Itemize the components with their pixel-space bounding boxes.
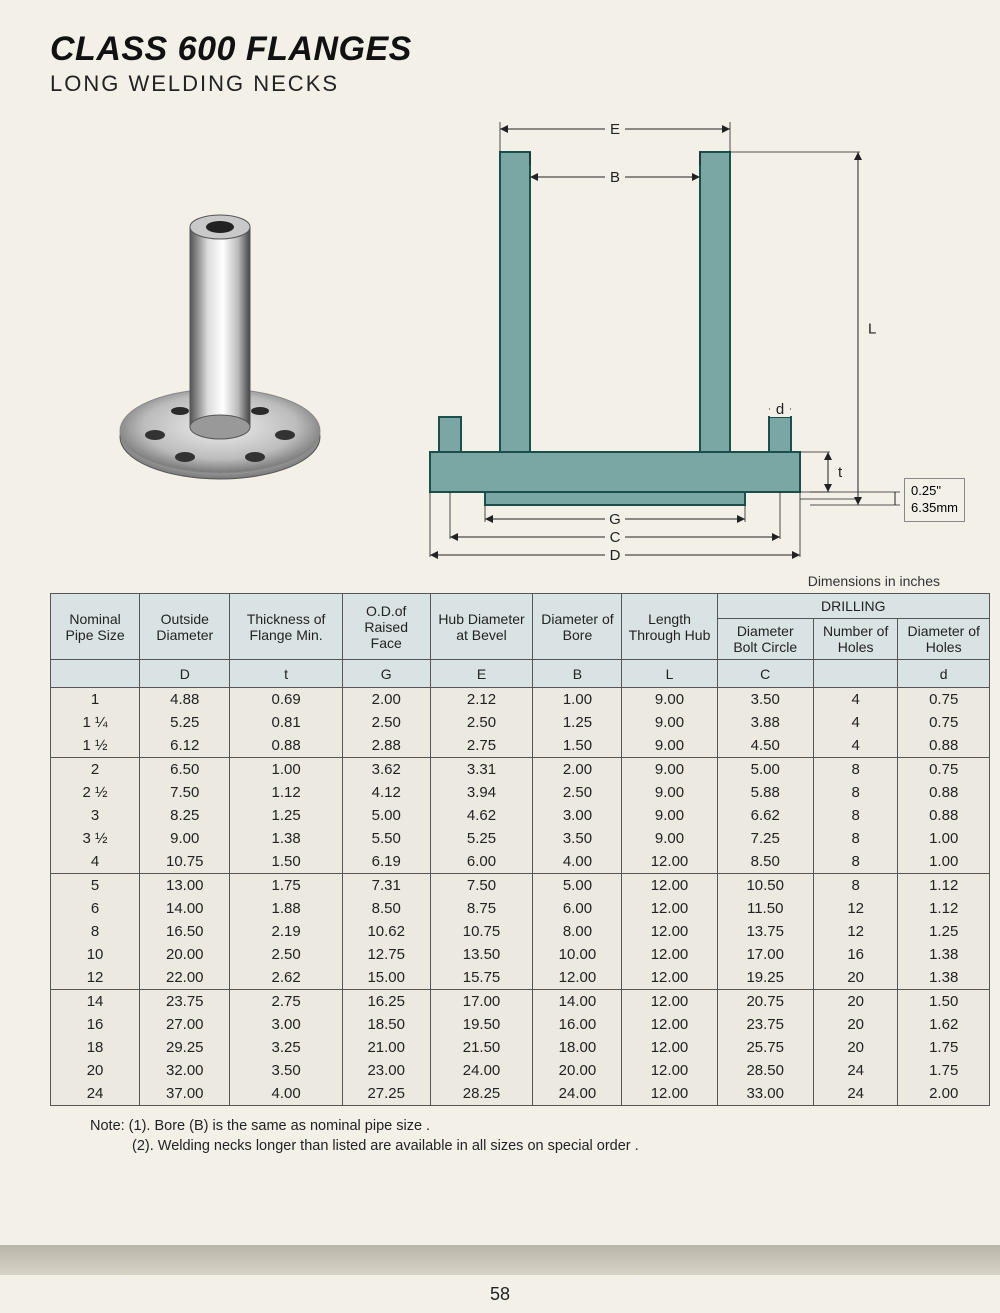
- col-header: Thickness of Flange Min.: [230, 594, 342, 660]
- col-symbol: C: [717, 660, 813, 688]
- spec-table: Nominal Pipe SizeOutside DiameterThickne…: [50, 593, 990, 1106]
- svg-text:B: B: [610, 169, 620, 186]
- table-row: 1222.002.6215.0015.7512.0012.0019.25201.…: [51, 966, 990, 990]
- units-note: Dimensions in inches: [50, 573, 940, 589]
- flange-photo: [90, 187, 350, 507]
- table-row: 614.001.888.508.756.0012.0011.50121.12: [51, 897, 990, 920]
- page-subtitle: LONG WELDING NECKS: [50, 71, 970, 97]
- table-row: 513.001.757.317.505.0012.0010.5081.12: [51, 874, 990, 898]
- raised-face-callout: 0.25" 6.35mm: [904, 478, 965, 522]
- table-row: 26.501.003.623.312.009.005.0080.75: [51, 758, 990, 782]
- table-row: 1627.003.0018.5019.5016.0012.0023.75201.…: [51, 1013, 990, 1036]
- notes: Note: (1). Bore (B) is the same as nomin…: [90, 1116, 970, 1157]
- table-row: 1829.253.2521.0021.5018.0012.0025.75201.…: [51, 1036, 990, 1059]
- col-header: Diameter of Bore: [533, 594, 622, 660]
- svg-text:E: E: [610, 121, 620, 138]
- svg-text:D: D: [610, 547, 621, 564]
- table-row: 2032.003.5023.0024.0020.0012.0028.50241.…: [51, 1059, 990, 1082]
- note-1: Note: (1). Bore (B) is the same as nomin…: [90, 1116, 970, 1136]
- col-symbol: D: [140, 660, 230, 688]
- table-row: 2437.004.0027.2528.2524.0012.0033.00242.…: [51, 1082, 990, 1106]
- col-header: Hub Diameter at Bevel: [430, 594, 533, 660]
- col-symbol: d: [898, 660, 990, 688]
- table-row: 1 ¼5.250.812.502.501.259.003.8840.75: [51, 711, 990, 734]
- col-header: Nominal Pipe Size: [51, 594, 140, 660]
- col-symbol: [813, 660, 898, 688]
- table-row: 14.880.692.002.121.009.003.5040.75: [51, 688, 990, 712]
- table-row: 2 ½7.501.124.123.942.509.005.8880.88: [51, 781, 990, 804]
- col-header: O.D.of Raised Face: [342, 594, 430, 660]
- svg-text:G: G: [609, 511, 621, 528]
- table-row: 410.751.506.196.004.0012.008.5081.00: [51, 850, 990, 874]
- flange-diagram: E B GCD Lt d 0.25" 6.35mm: [380, 117, 970, 567]
- table-row: 816.502.1910.6210.758.0012.0013.75121.25: [51, 920, 990, 943]
- svg-text:d: d: [776, 401, 784, 418]
- col-header: Outside Diameter: [140, 594, 230, 660]
- note-2: (2). Welding necks longer than listed ar…: [132, 1136, 970, 1156]
- table-row: 1020.002.5012.7513.5010.0012.0017.00161.…: [51, 943, 990, 966]
- col-header: Diameter Bolt Circle: [717, 619, 813, 660]
- svg-text:C: C: [610, 529, 621, 546]
- col-symbol: B: [533, 660, 622, 688]
- col-header: Diameter of Holes: [898, 619, 990, 660]
- col-header: Length Through Hub: [622, 594, 717, 660]
- table-row: 38.251.255.004.623.009.006.6280.88: [51, 804, 990, 827]
- page-title: CLASS 600 FLANGES: [50, 30, 970, 69]
- col-symbol: G: [342, 660, 430, 688]
- col-symbol: [51, 660, 140, 688]
- drilling-header: DRILLING: [717, 594, 989, 619]
- table-row: 1423.752.7516.2517.0014.0012.0020.75201.…: [51, 990, 990, 1014]
- footer-bar: [0, 1245, 1000, 1275]
- col-symbol: t: [230, 660, 342, 688]
- col-header: Number of Holes: [813, 619, 898, 660]
- svg-text:L: L: [868, 321, 876, 338]
- col-symbol: L: [622, 660, 717, 688]
- table-row: 3 ½9.001.385.505.253.509.007.2581.00: [51, 827, 990, 850]
- table-row: 1 ½6.120.882.882.751.509.004.5040.88: [51, 734, 990, 758]
- page-number: 58: [0, 1284, 1000, 1305]
- col-symbol: E: [430, 660, 533, 688]
- svg-text:t: t: [838, 464, 843, 481]
